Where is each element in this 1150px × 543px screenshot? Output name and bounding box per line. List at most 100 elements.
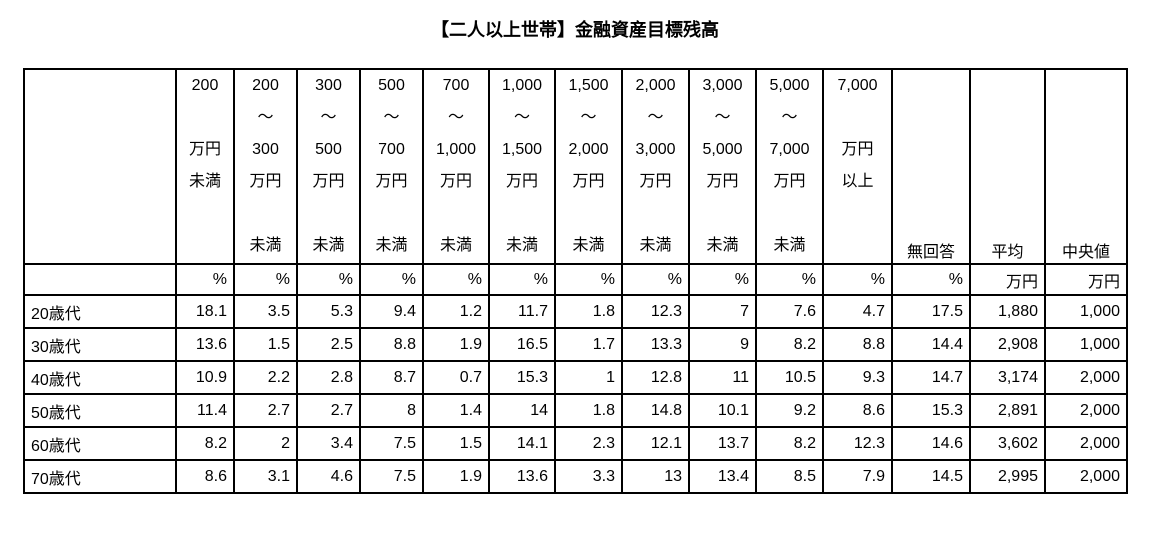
- unit-cell: %: [688, 263, 757, 296]
- col-header-average: 平均: [969, 68, 1046, 265]
- data-cell: 11: [688, 360, 757, 395]
- unit-cell: %: [359, 263, 424, 296]
- data-cell: 8.7: [359, 360, 424, 395]
- col-header-median: 中央値: [1044, 68, 1128, 265]
- data-cell: 2.7: [296, 393, 361, 428]
- data-cell: 14: [488, 393, 556, 428]
- unit-cell: %: [554, 263, 623, 296]
- table-row-60s: 60歳代 8.2 2 3.4 7.5 1.5 14.1 2.3 12.1 13.…: [23, 426, 1128, 461]
- data-cell: 9.3: [822, 360, 893, 395]
- data-cell: 9: [688, 327, 757, 362]
- data-cell: 3,174: [969, 360, 1046, 395]
- data-cell: 8.6: [175, 459, 235, 494]
- data-cell: 2,995: [969, 459, 1046, 494]
- financial-assets-target-table: 200 万円 未満 200 〜 300 万円 未満 300 〜 500 万円 未…: [23, 68, 1128, 494]
- unit-cell: 万円: [969, 263, 1046, 296]
- data-cell: 10.5: [755, 360, 824, 395]
- unit-cell: %: [175, 263, 235, 296]
- data-cell: 8.6: [822, 393, 893, 428]
- page-title: 【二人以上世帯】金融資産目標残高: [431, 20, 719, 40]
- data-cell: 1,000: [1044, 327, 1128, 362]
- data-cell: 15.3: [891, 393, 971, 428]
- col-header-200-300: 200 〜 300 万円 未満: [233, 68, 298, 265]
- data-cell: 9.2: [755, 393, 824, 428]
- data-cell: 2: [233, 426, 298, 461]
- data-cell: 15.3: [488, 360, 556, 395]
- data-cell: 14.8: [621, 393, 690, 428]
- data-cell: 2,891: [969, 393, 1046, 428]
- corner-cell: [23, 68, 177, 265]
- data-cell: 2,000: [1044, 459, 1128, 494]
- row-label: 50歳代: [23, 393, 177, 428]
- col-header-3000-5000: 3,000 〜 5,000 万円 未満: [688, 68, 757, 265]
- data-cell: 11.7: [488, 294, 556, 329]
- data-cell: 13.3: [621, 327, 690, 362]
- data-cell: 1.4: [422, 393, 490, 428]
- col-header-5000-7000: 5,000 〜 7,000 万円 未満: [755, 68, 824, 265]
- data-cell: 8.5: [755, 459, 824, 494]
- table-row-20s: 20歳代 18.1 3.5 5.3 9.4 1.2 11.7 1.8 12.3 …: [23, 294, 1128, 329]
- data-cell: 2.3: [554, 426, 623, 461]
- data-cell: 13.6: [175, 327, 235, 362]
- unit-row: % % % % % % % % % % % % 万円 万円: [23, 263, 1128, 296]
- data-cell: 13.4: [688, 459, 757, 494]
- unit-cell: %: [755, 263, 824, 296]
- data-cell: 1.8: [554, 294, 623, 329]
- data-cell: 12.3: [621, 294, 690, 329]
- data-cell: 1,000: [1044, 294, 1128, 329]
- row-label: 20歳代: [23, 294, 177, 329]
- data-cell: 3.3: [554, 459, 623, 494]
- unit-cell: %: [621, 263, 690, 296]
- data-cell: 5.3: [296, 294, 361, 329]
- col-header-2000-3000: 2,000 〜 3,000 万円 未満: [621, 68, 690, 265]
- row-label: 30歳代: [23, 327, 177, 362]
- data-cell: 2.8: [296, 360, 361, 395]
- data-cell: 13.7: [688, 426, 757, 461]
- data-cell: 4.6: [296, 459, 361, 494]
- table-row-30s: 30歳代 13.6 1.5 2.5 8.8 1.9 16.5 1.7 13.3 …: [23, 327, 1128, 362]
- data-cell: 2,000: [1044, 360, 1128, 395]
- data-cell: 1: [554, 360, 623, 395]
- data-cell: 8.2: [755, 426, 824, 461]
- data-cell: 7: [688, 294, 757, 329]
- unit-cell: %: [422, 263, 490, 296]
- data-cell: 12.3: [822, 426, 893, 461]
- data-cell: 1.7: [554, 327, 623, 362]
- row-label: 40歳代: [23, 360, 177, 395]
- data-cell: 4.7: [822, 294, 893, 329]
- data-cell: 14.6: [891, 426, 971, 461]
- unit-cell: %: [891, 263, 971, 296]
- data-cell: 3,602: [969, 426, 1046, 461]
- data-cell: 1.5: [422, 426, 490, 461]
- data-cell: 18.1: [175, 294, 235, 329]
- data-cell: 2.5: [296, 327, 361, 362]
- data-cell: 2,000: [1044, 393, 1128, 428]
- unit-cell: 万円: [1044, 263, 1128, 296]
- data-cell: 3.4: [296, 426, 361, 461]
- data-cell: 2.2: [233, 360, 298, 395]
- unit-row-label-cell: [23, 263, 177, 296]
- data-cell: 0.7: [422, 360, 490, 395]
- data-cell: 8.8: [822, 327, 893, 362]
- data-cell: 9.4: [359, 294, 424, 329]
- data-cell: 3.5: [233, 294, 298, 329]
- data-cell: 7.6: [755, 294, 824, 329]
- row-label: 70歳代: [23, 459, 177, 494]
- data-cell: 12.1: [621, 426, 690, 461]
- col-header-500-700: 500 〜 700 万円 未満: [359, 68, 424, 265]
- data-cell: 1.8: [554, 393, 623, 428]
- data-cell: 2,908: [969, 327, 1046, 362]
- col-header-under-200: 200 万円 未満: [175, 68, 235, 265]
- data-cell: 12.8: [621, 360, 690, 395]
- data-cell: 1.5: [233, 327, 298, 362]
- data-cell: 8.2: [755, 327, 824, 362]
- table-row-70s: 70歳代 8.6 3.1 4.6 7.5 1.9 13.6 3.3 13 13.…: [23, 459, 1128, 494]
- data-cell: 7.5: [359, 459, 424, 494]
- data-cell: 2.7: [233, 393, 298, 428]
- unit-cell: %: [296, 263, 361, 296]
- data-cell: 2,000: [1044, 426, 1128, 461]
- unit-cell: %: [822, 263, 893, 296]
- data-cell: 16.5: [488, 327, 556, 362]
- unit-cell: %: [488, 263, 556, 296]
- data-cell: 11.4: [175, 393, 235, 428]
